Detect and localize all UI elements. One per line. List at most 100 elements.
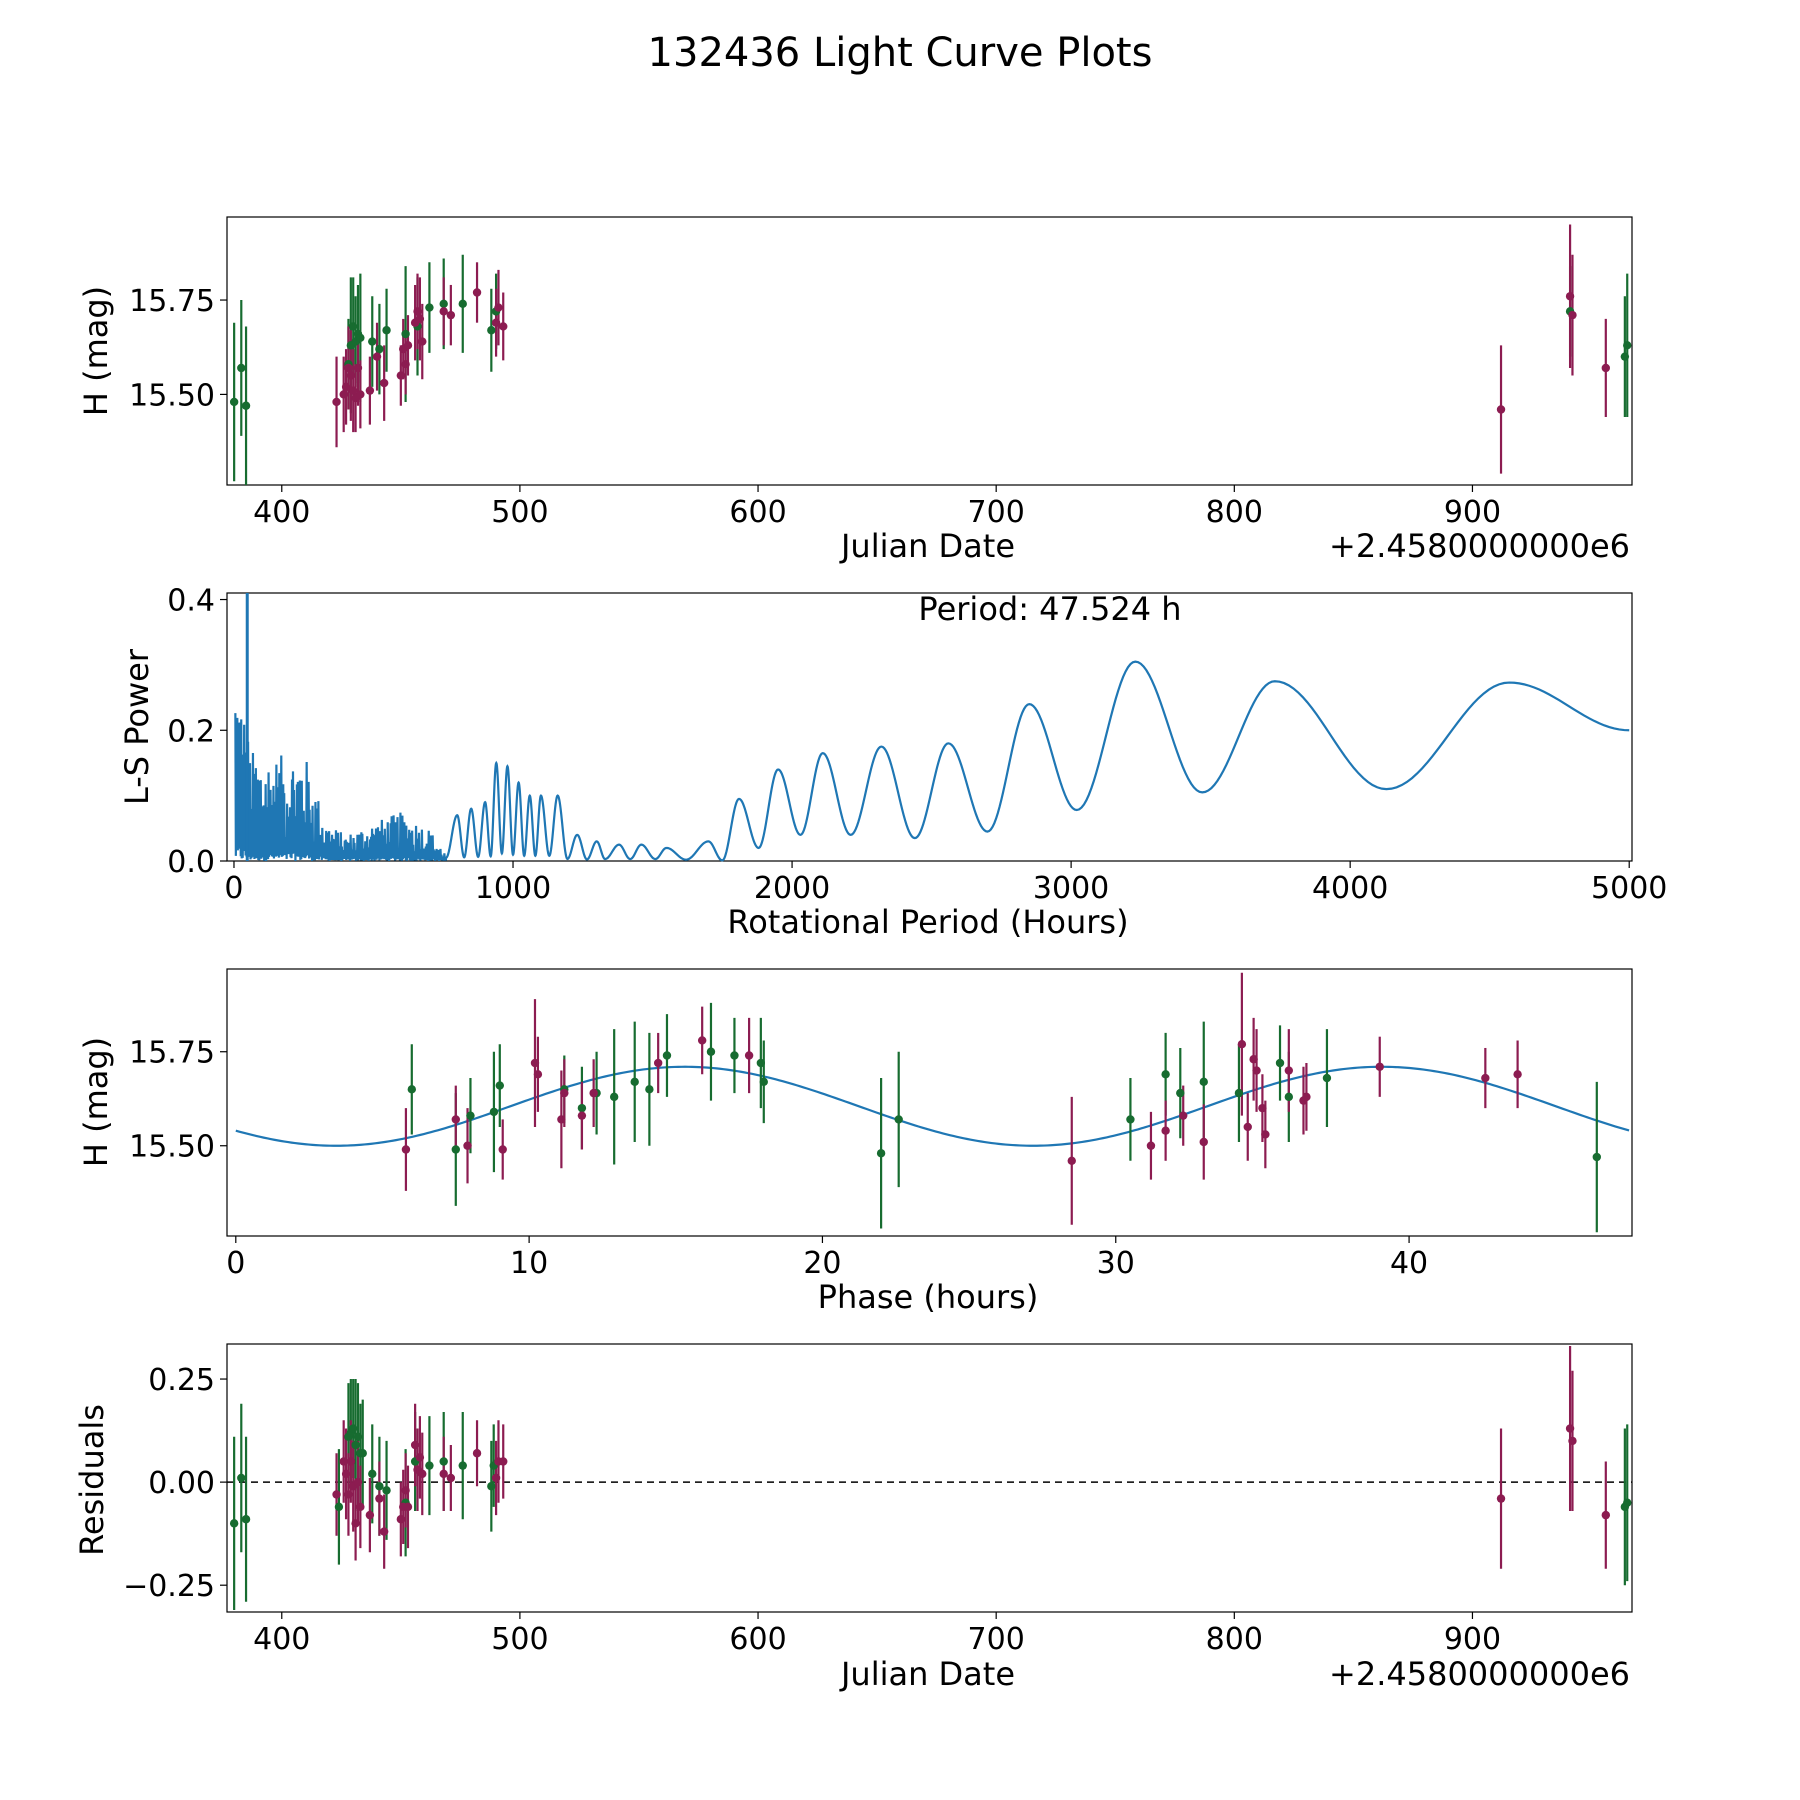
phased-purple-point [1146,1141,1156,1150]
phased-green-point [489,1107,499,1117]
residuals-purple-point [446,1473,456,1483]
phased-purple-point [1067,1156,1076,1165]
residuals-x-tick-label: 900 [1444,1622,1501,1657]
lightcurve-purple-point [418,337,427,346]
periodogram-power-line [234,660,1630,862]
residuals-x-tick-label: 800 [1206,1622,1263,1657]
phased-x-tick-label: 30 [1097,1246,1135,1281]
phased-green-point [1161,1070,1170,1079]
residuals-green-point [487,1482,496,1491]
residuals-green-point [334,1502,344,1512]
lightcurve-x-tick-label: 500 [491,495,548,530]
residuals-x-offset-label: +2.4580000000e6 [1329,1655,1630,1693]
lightcurve-green-point [487,326,496,335]
phased-purple-point [530,1058,540,1068]
lightcurve-x-tick-label: 700 [968,495,1025,530]
residuals-green-point [351,1440,360,1450]
phased-green-point [1592,1152,1602,1162]
residuals-green-point [368,1469,377,1479]
phased-y-tick-label: 15.75 [129,1036,215,1071]
lightcurve-green-point [439,299,448,309]
phased-purple-point [560,1088,569,1098]
residuals-green-point [229,1519,239,1528]
lightcurve-purple-point [494,303,503,312]
phased-purple-point [653,1058,663,1068]
residuals-purple-point [1565,1424,1575,1433]
lightcurve-purple-point [415,314,425,324]
residuals-x-axis-label: Julian Date [839,1655,1015,1693]
lightcurve-y-tick-label: 15.75 [129,284,215,319]
lightcurve-green-point [237,363,246,373]
phased-green-point [1126,1115,1135,1124]
residuals-x-tick-label: 400 [253,1622,310,1657]
phased-panel: 0 10 20 30 40 15.50 15.75 Phase (hours) H (mag… [77,968,1633,1316]
lightcurve-purple-point [1568,310,1577,320]
lightcurve-purple-point [379,378,389,388]
residuals-green-point [375,1482,384,1491]
lightcurve-purple-point [344,363,353,373]
phased-purple-point [589,1088,598,1098]
lightcurve-green-point [375,344,384,354]
phased-green-point [756,1058,766,1068]
phased-purple-point [1302,1092,1311,1102]
lightcurve-x-tick-label: 400 [253,495,310,530]
phased-purple-point [744,1051,754,1060]
phased-green-point [759,1077,768,1087]
phased-purple-point [697,1036,707,1045]
lightcurve-purple-point [349,386,358,395]
phased-green-point [407,1085,416,1094]
residuals-x-tick-label: 700 [968,1622,1025,1657]
lightcurve-green-point [425,303,434,312]
phased-purple-point [577,1111,587,1120]
periodogram-y-tick-label: 0.0 [167,845,215,880]
phased-purple-point [1243,1122,1252,1132]
phased-purple-point [463,1141,472,1150]
lightcurve-purple-point [1601,363,1611,373]
lightcurve-purple-point [491,318,501,327]
residuals-purple-point [472,1449,482,1458]
residuals-purple-point [1601,1510,1611,1520]
phased-x-tick-label: 0 [226,1246,245,1281]
phased-green-point [1234,1088,1244,1098]
phased-purple-point [401,1145,411,1154]
periodogram-x-tick-label: 1000 [475,871,551,906]
phased-x-tick-label: 20 [803,1246,841,1281]
lightcurve-x-tick-label: 600 [729,495,786,530]
lightcurve-y-axis-label: H (mag) [77,286,115,416]
lightcurve-green-point [458,299,467,309]
residuals-green-point [241,1515,251,1524]
phased-purple-point [1161,1126,1170,1135]
phased-purple-point [1179,1111,1188,1120]
phased-x-tick-label: 10 [510,1246,548,1281]
lightcurve-purple-point [346,371,356,380]
residuals-purple-point [401,1486,410,1495]
residuals-green-point [382,1486,391,1495]
periodogram-x-tick-label: 3000 [1033,871,1109,906]
phased-green-point [662,1051,672,1060]
phased-purple-point [1252,1066,1261,1075]
phased-green-point [706,1047,716,1056]
lightcurve-x-tick-label: 800 [1206,495,1263,530]
lightcurve-panel: 400 500 600 700 800 900 15.50 15.75 Julian Date… [77,216,1633,565]
periodogram-y-tick-label: 0.2 [167,714,215,749]
residuals-purple-point [491,1473,501,1483]
phased-green-point [577,1103,587,1113]
periodogram-y-axis-label: L-S Power [118,648,156,805]
phased-green-point [451,1145,460,1154]
phased-plot-frame [226,968,1633,1237]
phased-green-point [645,1085,654,1094]
lightcurve-green-point [229,397,239,407]
lightcurve-purple-point [403,341,413,350]
residuals-purple-point [415,1453,425,1462]
periodogram-panel: 0 1000 2000 3000 4000 5000 0.0 0.2 0.4 Period: 4… [118,584,1667,941]
phased-purple-point [1284,1066,1294,1075]
residuals-y-tick-label: −0.25 [123,1569,215,1604]
phased-purple-point [1481,1073,1490,1083]
lightcurve-purple-point [401,360,410,369]
lightcurve-purple-point [353,363,363,373]
lightcurve-purple-point [341,382,351,392]
residuals-purple-point [379,1527,389,1536]
phased-green-point [495,1081,504,1090]
residuals-y-axis-label: Residuals [73,1404,111,1556]
lightcurve-purple-point [365,386,375,395]
